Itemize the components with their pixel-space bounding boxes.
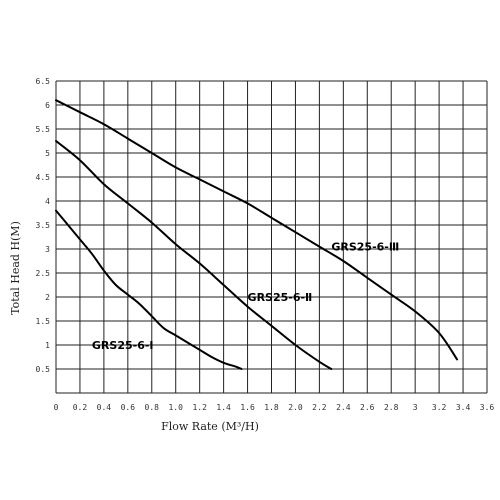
series-labels: GRS25-6-Ⅰ GRS25-6-Ⅱ GRS25-6-Ⅲ — [92, 241, 399, 352]
x-tick-label: 3 — [413, 403, 418, 412]
y-tick-label: 4.5 — [36, 173, 51, 182]
x-tick-label: 1.6 — [240, 403, 255, 412]
chart-grid — [55, 80, 488, 394]
x-tick-label: 0.8 — [145, 403, 160, 412]
y-tick-label: 4 — [45, 197, 50, 206]
x-tick-label: 3.4 — [456, 403, 471, 412]
x-tick-label: 1.2 — [192, 403, 207, 412]
x-axis-title: Flow Rate (M³/H) — [161, 420, 259, 433]
x-tick-label: 3.6 — [480, 403, 495, 412]
x-tick-label: 1.4 — [216, 403, 231, 412]
chart-curves — [55, 99, 459, 370]
y-tick-label: 0.5 — [36, 365, 51, 374]
series-curve — [55, 209, 243, 370]
x-tick-label: 3.2 — [432, 403, 447, 412]
series-label: GRS25-6-Ⅰ — [92, 339, 154, 352]
y-tick-label: 2.5 — [36, 269, 51, 278]
x-tick-label: 2.0 — [288, 403, 303, 412]
x-tick-label: 2.8 — [384, 403, 399, 412]
y-tick-label: 3.5 — [36, 221, 51, 230]
x-tick-label: 0.6 — [121, 403, 136, 412]
x-tick-label: 0.2 — [73, 403, 88, 412]
series-curve — [55, 99, 459, 361]
x-tick-label: 0.4 — [97, 403, 112, 412]
y-tick-label: 1.5 — [36, 317, 51, 326]
x-tick-label: 2.2 — [312, 403, 327, 412]
y-tick-label: 6 — [45, 101, 50, 110]
y-tick-label: 3 — [45, 245, 50, 254]
y-tick-label: 2 — [45, 293, 50, 302]
y-tick-label: 5.5 — [36, 125, 51, 134]
x-tick-label: 0 — [54, 403, 59, 412]
y-tick-label: 1 — [45, 341, 50, 350]
series-label: GRS25-6-Ⅱ — [248, 291, 313, 304]
x-tick-label: 2.6 — [360, 403, 375, 412]
y-axis-ticks: 0.5 1 1.5 2 2.5 3 3.5 4 4.5 5 5.5 6 6.5 — [36, 77, 51, 374]
x-axis-ticks: 0 0.2 0.4 0.6 0.8 1.0 1.2 1.4 1.6 1.8 2.0 2.2 2.4 2.6… — [54, 403, 495, 412]
series-label: GRS25-6-Ⅲ — [331, 241, 399, 254]
x-tick-label: 1.8 — [264, 403, 279, 412]
x-tick-label: 1.0 — [168, 403, 183, 412]
y-tick-label: 5 — [45, 149, 50, 158]
x-tick-label: 2.4 — [336, 403, 351, 412]
y-tick-label: 6.5 — [36, 77, 51, 86]
series-curve — [55, 140, 333, 370]
y-axis-title: Total Head H(M) — [9, 221, 22, 315]
